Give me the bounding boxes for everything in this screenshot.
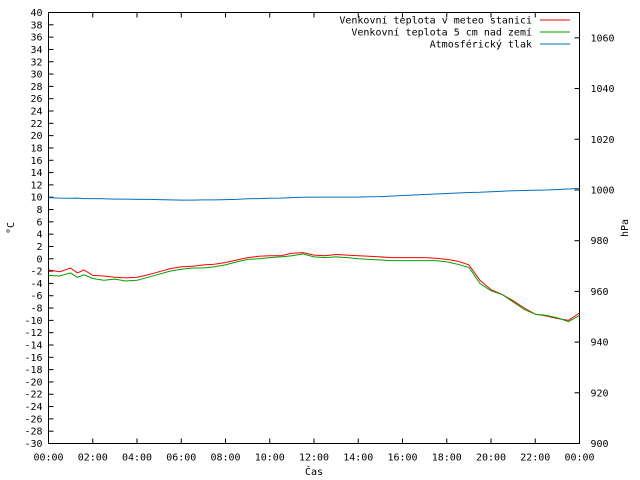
y-tick-label: 6 bbox=[36, 217, 42, 228]
y-tick-label: 32 bbox=[30, 57, 42, 68]
x-tick-label: 12:00 bbox=[299, 453, 329, 464]
x-tick-label: 00:00 bbox=[564, 453, 594, 464]
y-tick-label: 2 bbox=[36, 242, 42, 253]
x-tick-label: 22:00 bbox=[520, 453, 550, 464]
x-axis-label: Čas bbox=[305, 465, 323, 478]
legend-label: Venkovní teplota 5 cm nad zemí bbox=[351, 27, 532, 39]
y2-tick-label: 940 bbox=[591, 338, 609, 349]
y2-tick-label: 920 bbox=[591, 388, 609, 399]
y-tick-label: -8 bbox=[30, 304, 42, 315]
y-tick-label: -16 bbox=[24, 353, 42, 364]
y-tick-label: -26 bbox=[24, 414, 42, 425]
y2-axis-label: hPa bbox=[620, 219, 631, 237]
y2-tick-label: 960 bbox=[591, 287, 609, 298]
x-tick-label: 00:00 bbox=[33, 453, 63, 464]
y-tick-label: -28 bbox=[24, 427, 42, 438]
y-tick-label: 40 bbox=[30, 8, 42, 19]
legend: Venkovní teplota v meteo staniciVenkovní… bbox=[339, 15, 570, 51]
y-tick-label: -30 bbox=[24, 439, 42, 450]
right-axis-ticks: 1060 1040 1020 1000 980 960 940 920 900 bbox=[574, 33, 615, 450]
y-tick-label: 10 bbox=[30, 193, 42, 204]
y-tick-label: 4 bbox=[36, 230, 42, 241]
y-tick-label: 18 bbox=[30, 143, 42, 154]
y-tick-label: -12 bbox=[24, 328, 42, 339]
y-tick-label: 8 bbox=[36, 205, 42, 216]
series-line-2 bbox=[48, 187, 580, 201]
y-tick-label: 24 bbox=[30, 107, 42, 118]
y-tick-label: -18 bbox=[24, 365, 42, 376]
x-tick-label: 10:00 bbox=[255, 453, 285, 464]
y-tick-label: 38 bbox=[30, 20, 42, 31]
series-line-0 bbox=[48, 252, 580, 321]
legend-label: Atmosférický tlak bbox=[430, 39, 532, 51]
y-tick-label: 0 bbox=[36, 254, 42, 265]
x-tick-label: 20:00 bbox=[476, 453, 506, 464]
x-tick-label: 04:00 bbox=[122, 453, 152, 464]
y-tick-label: -22 bbox=[24, 390, 42, 401]
x-tick-label: 06:00 bbox=[166, 453, 196, 464]
legend-label: Venkovní teplota v meteo stanici bbox=[339, 15, 532, 27]
y2-tick-label: 980 bbox=[591, 236, 609, 247]
y-tick-label: -6 bbox=[30, 291, 42, 302]
y-tick-label: 22 bbox=[30, 119, 42, 130]
y-tick-label: -14 bbox=[24, 340, 42, 351]
y-tick-label: 30 bbox=[30, 70, 42, 81]
y-tick-label: 20 bbox=[30, 131, 42, 142]
y-tick-label: 16 bbox=[30, 156, 42, 167]
y-tick-label: 34 bbox=[30, 45, 42, 56]
y-tick-label: -24 bbox=[24, 402, 42, 413]
x-tick-label: 08:00 bbox=[210, 453, 240, 464]
y2-tick-label: 1040 bbox=[591, 84, 615, 95]
y2-tick-label: 1000 bbox=[591, 185, 615, 196]
x-tick-label: 02:00 bbox=[78, 453, 108, 464]
left-axis-ticks: 4038363432302826242220181614121086420-2-… bbox=[24, 8, 54, 450]
y-axis-label: °C bbox=[6, 222, 17, 234]
plot-frame bbox=[48, 12, 580, 444]
x-tick-label: 14:00 bbox=[343, 453, 373, 464]
x-tick-label: 16:00 bbox=[387, 453, 417, 464]
y-tick-label: -10 bbox=[24, 316, 42, 327]
y2-tick-label: 900 bbox=[591, 439, 609, 450]
y-tick-label: 36 bbox=[30, 33, 42, 44]
y-tick-label: 12 bbox=[30, 180, 42, 191]
y-tick-label: -4 bbox=[30, 279, 42, 290]
y-tick-label: -2 bbox=[30, 267, 42, 278]
series-lines bbox=[48, 187, 580, 323]
y-tick-label: 28 bbox=[30, 82, 42, 93]
y2-tick-label: 1020 bbox=[591, 135, 615, 146]
y-tick-label: -20 bbox=[24, 377, 42, 388]
y2-tick-label: 1060 bbox=[591, 33, 615, 44]
x-axis-ticks: 00:00 02:00 04:00 06:00 08:00 10:00 12:00 14:00… bbox=[33, 12, 595, 464]
x-tick-label: 18:00 bbox=[432, 453, 462, 464]
y-tick-label: 14 bbox=[30, 168, 42, 179]
series-line-1 bbox=[48, 253, 580, 323]
y-tick-label: 26 bbox=[30, 94, 42, 105]
